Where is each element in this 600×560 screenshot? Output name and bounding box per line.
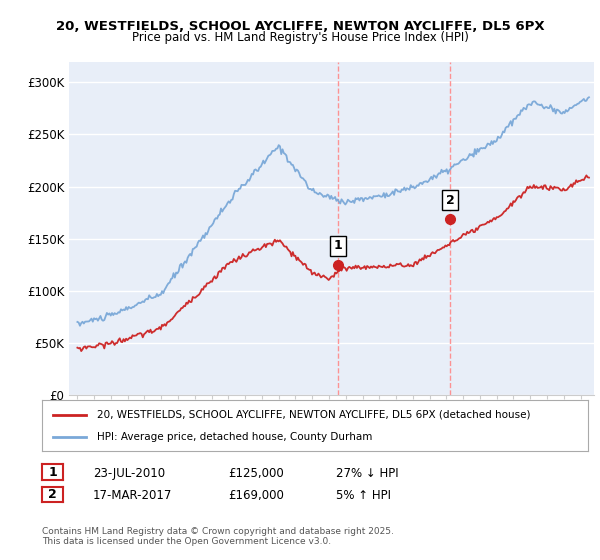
Text: 20, WESTFIELDS, SCHOOL AYCLIFFE, NEWTON AYCLIFFE, DL5 6PX (detached house): 20, WESTFIELDS, SCHOOL AYCLIFFE, NEWTON … [97, 409, 530, 419]
Text: 27% ↓ HPI: 27% ↓ HPI [336, 466, 398, 480]
Text: Contains HM Land Registry data © Crown copyright and database right 2025.
This d: Contains HM Land Registry data © Crown c… [42, 526, 394, 546]
Text: 2: 2 [446, 194, 454, 207]
Text: 17-MAR-2017: 17-MAR-2017 [93, 489, 172, 502]
Text: 20, WESTFIELDS, SCHOOL AYCLIFFE, NEWTON AYCLIFFE, DL5 6PX: 20, WESTFIELDS, SCHOOL AYCLIFFE, NEWTON … [56, 20, 544, 32]
Text: 1: 1 [48, 465, 57, 479]
Text: Price paid vs. HM Land Registry's House Price Index (HPI): Price paid vs. HM Land Registry's House … [131, 31, 469, 44]
Text: £125,000: £125,000 [228, 466, 284, 480]
Text: 5% ↑ HPI: 5% ↑ HPI [336, 489, 391, 502]
Text: HPI: Average price, detached house, County Durham: HPI: Average price, detached house, Coun… [97, 432, 372, 442]
Text: 2: 2 [48, 488, 57, 501]
Text: 23-JUL-2010: 23-JUL-2010 [93, 466, 165, 480]
Text: 1: 1 [334, 240, 343, 253]
Text: £169,000: £169,000 [228, 489, 284, 502]
